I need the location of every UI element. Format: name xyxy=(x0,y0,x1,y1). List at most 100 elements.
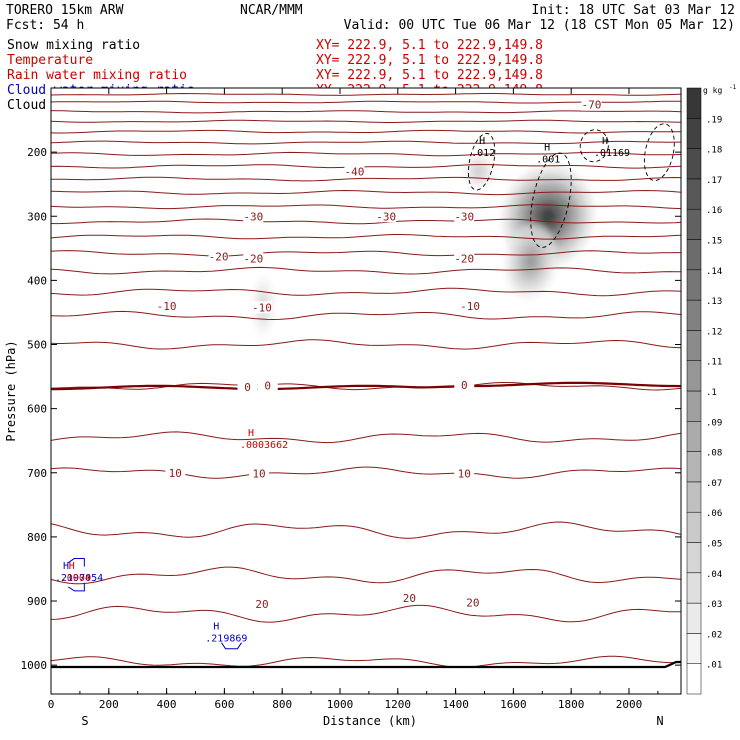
colorbar-swatch xyxy=(686,269,702,301)
temp-label-bg xyxy=(399,591,420,604)
x-tick-label: 1200 xyxy=(385,698,412,711)
cloud-ice-contour xyxy=(467,132,496,191)
valid-time: Valid: 00 UTC Tue 06 Mar 12 (18 CST Mon … xyxy=(344,18,735,33)
plot-area: -70-40-30 -30 -30-20 -20 -20-10 -10 -100 0 010 10… xyxy=(50,87,682,695)
isotherm-line xyxy=(51,92,681,96)
x-tick-label: 600 xyxy=(214,698,234,711)
y-axis-label: Pressure (hPa) xyxy=(4,340,18,441)
isotherm-line xyxy=(51,431,681,444)
legend-label: Rain water mixing ratio xyxy=(7,68,187,83)
temp-label-bg xyxy=(251,301,272,314)
isotherm-line xyxy=(51,566,681,585)
temperature-labels: -70-40-30 -30 -30-20 -20 -20-10 -10 -100 0 010 10… xyxy=(156,98,602,611)
temp-label-bg xyxy=(243,252,264,265)
y-tick-label: 900 xyxy=(27,595,47,608)
maxima-marker: H xyxy=(479,136,485,147)
temp-label: 20 xyxy=(466,596,479,609)
cloud-water-contour xyxy=(221,642,242,650)
isotherm-line xyxy=(51,189,681,196)
colorbar-swatch xyxy=(686,481,702,513)
snow-shade-band xyxy=(540,207,556,225)
legend-xy: XY= 222.9, 5.1 to 222.9,149.8 xyxy=(316,53,543,68)
maxima-value: .012 xyxy=(471,148,495,159)
x-tick-label: 0 xyxy=(48,698,55,711)
legend-label: Snow mixing ratio xyxy=(7,38,140,53)
colorbar-tick-label: .16 xyxy=(706,206,722,216)
temp-label: -30 xyxy=(454,210,474,223)
maxima-value: .2197054 xyxy=(55,573,103,584)
init-time: Init: 18 UTC Sat 03 Mar 12 xyxy=(532,3,736,18)
temp-label-bg xyxy=(237,380,258,393)
legend-label: Temperature xyxy=(7,53,93,68)
cloud-water-contours xyxy=(68,558,242,650)
y-tick-label: 500 xyxy=(27,339,47,352)
y-tick-label: 200 xyxy=(27,146,47,159)
y-tick-label: 400 xyxy=(27,274,47,287)
snow-core xyxy=(503,222,558,300)
snow-shade-band xyxy=(526,254,536,268)
colorbar-swatch xyxy=(686,451,702,483)
temp-label: -10 xyxy=(252,301,272,314)
temp-label-bg xyxy=(344,165,365,178)
y-tick-label: 300 xyxy=(27,210,47,223)
colorbar-tick-label: .06 xyxy=(706,509,722,519)
colorbar-tick-label: .07 xyxy=(706,479,722,489)
colorbar-swatch xyxy=(686,299,702,331)
maxima-value: .001 xyxy=(536,154,560,165)
x-axis-right-endpoint: N xyxy=(656,714,663,728)
cloud-ice-contour xyxy=(579,129,609,163)
maxima-marker: H xyxy=(602,136,608,147)
center-label: NCAR/MMM xyxy=(240,3,303,18)
colorbar-swatch xyxy=(686,390,702,422)
colorbar-tick-label: .19 xyxy=(706,115,722,125)
colorbar-tick-label: .04 xyxy=(706,570,722,580)
isotherm-line xyxy=(51,129,681,134)
isotherm-line xyxy=(51,287,681,297)
temp-label: -40 xyxy=(345,165,365,178)
x-tick-label: 1600 xyxy=(500,698,527,711)
maxima-value: .219869 xyxy=(205,633,247,644)
temp-label: -30 xyxy=(376,210,396,223)
colorbar-swatch xyxy=(686,87,702,119)
colorbar-tick-label: .01 xyxy=(706,661,722,671)
isotherm-line xyxy=(51,110,681,114)
temp-label-bg xyxy=(156,300,177,313)
isotherm-line xyxy=(51,119,681,123)
temp-label-bg xyxy=(460,300,481,313)
terrain-line xyxy=(51,660,681,669)
temp-label: -20 xyxy=(209,251,229,264)
x-tick-label: 2000 xyxy=(616,698,643,711)
temp-label-bg xyxy=(165,466,186,479)
isotherm-line xyxy=(51,204,681,210)
temp-label: -70 xyxy=(581,99,601,112)
temp-label-bg xyxy=(454,467,475,480)
colorbar-tick-label: .11 xyxy=(706,358,722,368)
y-tick-label: 600 xyxy=(27,403,47,416)
temp-label: 0 xyxy=(264,380,271,393)
colorbar-tick-label: .12 xyxy=(706,327,722,337)
x-tick-label: 1400 xyxy=(442,698,469,711)
model-title: TORERO 15km ARW xyxy=(6,3,124,18)
temp-label-bg xyxy=(208,250,229,263)
y-tick-label: 800 xyxy=(27,531,47,544)
colorbar-tick-label: .15 xyxy=(706,237,722,247)
colorbar-tick-label: .1 xyxy=(706,388,717,398)
isotherm-line xyxy=(51,521,681,539)
colorbar-swatch xyxy=(686,633,702,664)
colorbar-swatch xyxy=(686,602,702,634)
temp-label: -20 xyxy=(454,253,474,266)
maxima-value: .0004 xyxy=(61,573,91,584)
snow-shading xyxy=(251,152,595,339)
colorbar-swatch xyxy=(686,421,702,452)
colorbar-unit-exponent: -1 xyxy=(729,84,737,91)
colorbar: .01 .02 .03 .04 .05 .06 .07 .08 .09 .1 .11 .12 .13 .1… xyxy=(686,84,737,695)
temp-label: 0 xyxy=(244,381,251,394)
maxima-value: .0003662 xyxy=(240,440,288,451)
maxima-marker: H xyxy=(544,142,550,153)
isotherm-line xyxy=(51,604,681,623)
y-tick-label: 1000 xyxy=(21,659,48,672)
isotherm-line xyxy=(51,310,681,321)
colorbar-tick-label: .13 xyxy=(706,297,722,307)
isotherm-line xyxy=(51,382,681,391)
isotherm-line xyxy=(51,164,681,169)
